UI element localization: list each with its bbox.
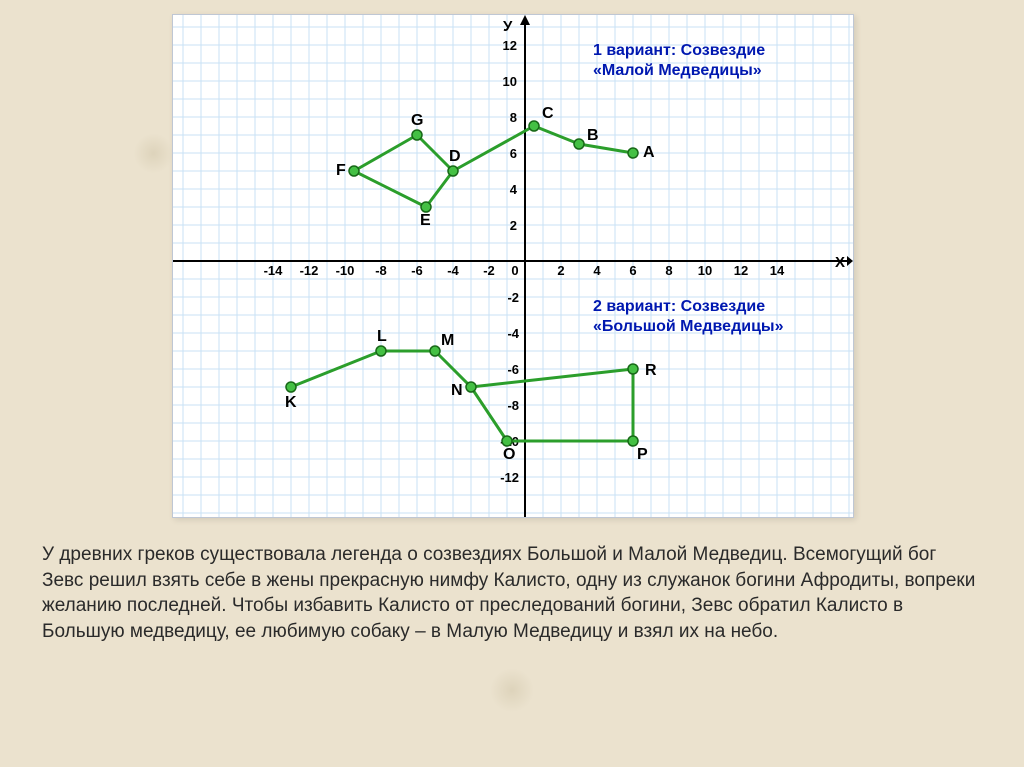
svg-text:«Малой Медведицы»: «Малой Медведицы» (593, 62, 762, 79)
y-axis-label: У (503, 18, 513, 35)
point-label-A: A (643, 144, 655, 161)
point-P (628, 436, 638, 446)
svg-text:4: 4 (510, 182, 518, 197)
svg-text:-2: -2 (483, 263, 495, 278)
point-label-F: F (336, 162, 346, 179)
svg-text:6: 6 (510, 146, 517, 161)
svg-text:8: 8 (665, 263, 672, 278)
svg-text:-2: -2 (507, 290, 519, 305)
point-label-B: B (587, 127, 599, 144)
point-D (448, 166, 458, 176)
svg-text:-8: -8 (507, 398, 519, 413)
svg-text:«Большой Медведицы»: «Большой Медведицы» (593, 318, 784, 335)
point-label-L: L (377, 328, 387, 345)
svg-text:-12: -12 (500, 470, 519, 485)
svg-text:12: 12 (503, 38, 517, 53)
svg-text:-10: -10 (336, 263, 355, 278)
svg-text:2: 2 (510, 218, 517, 233)
point-K (286, 382, 296, 392)
point-C (529, 121, 539, 131)
svg-text:-8: -8 (375, 263, 387, 278)
point-label-K: K (285, 394, 297, 411)
caption-text: У древних греков существовала легенда о … (42, 542, 982, 645)
point-G (412, 130, 422, 140)
point-label-R: R (645, 362, 657, 379)
point-label-P: P (637, 446, 648, 463)
point-R (628, 364, 638, 374)
point-label-O: O (503, 446, 515, 463)
point-N (466, 382, 476, 392)
svg-text:-14: -14 (264, 263, 284, 278)
chart-container: -14 -12 -10 -8 -6 -4 -2 0 2 4 6 8 10 12 14 2 4 6 8 10 12 -2 -4… (172, 14, 854, 518)
svg-text:12: 12 (734, 263, 748, 278)
coordinate-chart: -14 -12 -10 -8 -6 -4 -2 0 2 4 6 8 10 12 14 2 4 6 8 10 12 -2 -4… (173, 15, 853, 517)
point-L (376, 346, 386, 356)
point-M (430, 346, 440, 356)
svg-text:6: 6 (629, 263, 636, 278)
point-E (421, 202, 431, 212)
point-F (349, 166, 359, 176)
point-label-D: D (449, 148, 461, 165)
svg-text:10: 10 (503, 74, 517, 89)
point-label-C: C (542, 105, 554, 122)
point-label-G: G (411, 112, 423, 129)
svg-text:-4: -4 (447, 263, 459, 278)
x-axis-label: Х (835, 254, 845, 271)
point-B (574, 139, 584, 149)
svg-text:10: 10 (698, 263, 712, 278)
svg-text:-4: -4 (507, 326, 519, 341)
svg-text:2 вариант: Созвездие: 2 вариант: Созвездие (593, 298, 765, 315)
point-A (628, 148, 638, 158)
point-O (502, 436, 512, 446)
point-label-E: E (420, 212, 431, 229)
svg-text:4: 4 (593, 263, 601, 278)
svg-text:-6: -6 (507, 362, 519, 377)
svg-text:2: 2 (557, 263, 564, 278)
svg-text:8: 8 (510, 110, 517, 125)
svg-text:-12: -12 (300, 263, 319, 278)
constellation-ursa-minor: A B C D G F E (336, 105, 655, 229)
svg-text:14: 14 (770, 263, 785, 278)
svg-text:1 вариант: Созвездие: 1 вариант: Созвездие (593, 42, 765, 59)
legend-variant-2: 2 вариант: Созвездие «Большой Медведицы» (593, 298, 784, 335)
svg-text:-6: -6 (411, 263, 423, 278)
point-label-N: N (451, 382, 463, 399)
legend-variant-1: 1 вариант: Созвездие «Малой Медведицы» (593, 42, 765, 79)
point-label-M: M (441, 332, 454, 349)
svg-text:0: 0 (511, 263, 518, 278)
